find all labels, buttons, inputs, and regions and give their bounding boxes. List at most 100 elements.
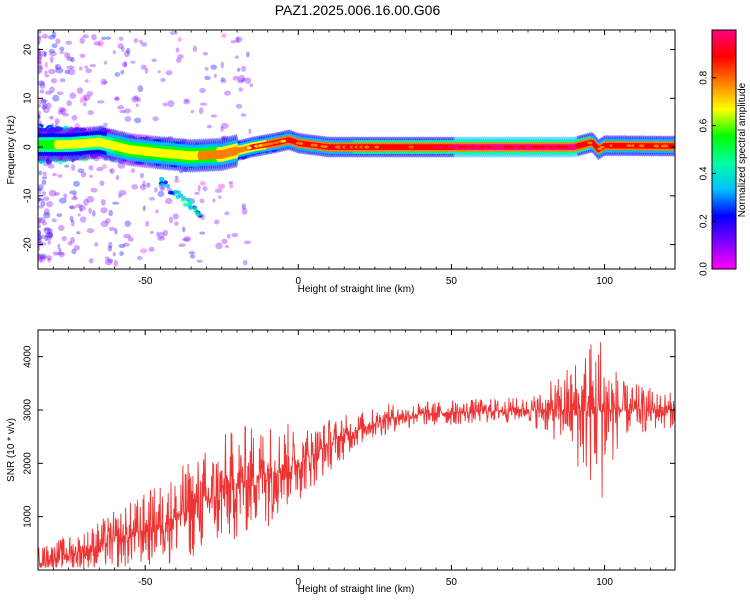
spectrogram-noise-blob xyxy=(55,67,64,74)
spectrogram-noise-blob xyxy=(199,231,206,235)
spectrogram-noise-blob xyxy=(133,117,142,124)
spectrogram-ridge-core xyxy=(535,145,541,149)
spectrogram-noise-blob xyxy=(43,51,47,58)
snr-x-tick-label: 0 xyxy=(296,577,302,588)
spectrogram-noise-blob xyxy=(38,205,44,209)
spectrogram-noise-blob xyxy=(105,218,111,224)
spectrogram-noise-blob xyxy=(210,114,218,118)
spectrogram-noise-blob xyxy=(157,236,166,241)
spectrogram-noise-blob xyxy=(212,198,216,203)
spectrogram-ridge-core xyxy=(611,144,617,148)
spectrogram-noise-blob xyxy=(123,60,127,68)
spectrogram-noise-blob xyxy=(149,230,154,235)
spectrogram-noise-blob xyxy=(114,228,118,235)
spectrogram-noise-blob xyxy=(42,102,48,109)
spectrogram-noise-blob xyxy=(199,102,208,106)
spectrogram-noise-blob xyxy=(41,104,47,110)
spectrogram-noise-blob xyxy=(64,51,68,58)
spectrogram-noise-blob xyxy=(173,178,180,183)
spectrogram-noise-blob xyxy=(108,241,113,249)
spectrogram-noise-blob xyxy=(215,242,223,250)
spectrogram-noise-blob xyxy=(220,77,226,82)
snr-x-tick-label: -50 xyxy=(138,577,153,588)
spectrogram-noise-blob xyxy=(162,229,168,237)
spectrogram-noise-blob xyxy=(202,185,208,192)
spectrogram-noise-blob xyxy=(48,34,56,40)
spectrogram-noise-blob xyxy=(69,215,74,222)
spectrogram-noise-blob xyxy=(38,170,43,176)
spectrogram-noise-blob xyxy=(104,256,110,260)
spectrogram-noise-blob xyxy=(88,165,94,171)
spectrogram-noise-blob xyxy=(192,45,198,53)
spectrogram-noise-blob xyxy=(51,31,57,38)
spectrogram-noise-blob xyxy=(43,208,50,216)
spectrogram-noise-blob xyxy=(179,170,184,174)
spectrogram-noise-blob xyxy=(59,78,66,83)
spectrogram-noise-blob xyxy=(38,114,41,119)
spectrogram-noise-blob xyxy=(237,79,245,84)
spectrogram-noise-blob xyxy=(48,231,54,239)
spectrogram-noise-blob xyxy=(85,68,93,74)
spectrogram-noise-blob xyxy=(38,36,42,43)
spectrogram-noise-blob xyxy=(50,78,58,84)
spectrogram-noise-blob xyxy=(57,243,61,249)
spectrogram-noise-blob xyxy=(122,242,131,247)
spectrogram-noise-blob xyxy=(229,183,233,189)
spectrogram-noise-blob xyxy=(100,78,107,86)
spectrogram-noise-blob xyxy=(159,186,165,192)
spectrogram-noise-blob xyxy=(243,240,252,245)
spectrogram-noise-blob xyxy=(220,61,225,69)
spectrogram-noise-blob xyxy=(103,122,108,127)
spectrogram-noise-blob xyxy=(67,241,73,246)
colorbar-tick-label: 0.8 xyxy=(699,70,710,84)
spectrogram-ridge-core xyxy=(408,145,414,149)
spectrogram-noise-blob xyxy=(175,57,182,63)
spectrogram-noise-blob xyxy=(70,219,75,227)
spectrogram-noise-blob xyxy=(38,34,42,40)
spectrogram-x-tick-label: 100 xyxy=(596,276,613,287)
spectrogram-ridge-core xyxy=(298,142,304,145)
spectrogram-ridge-core xyxy=(281,139,287,143)
spectrogram-noise-blob xyxy=(181,226,186,233)
spectrogram-ridge-core xyxy=(508,145,514,149)
spectrogram-noise-blob xyxy=(130,168,136,173)
spectrogram-noise-blob xyxy=(237,75,246,82)
spectrogram-ridge-core xyxy=(344,145,350,149)
spectrogram-ridge-core xyxy=(364,145,370,149)
spectrogram-noise-blob xyxy=(45,232,53,239)
spectrogram-noise-blob xyxy=(49,51,57,57)
spectrogram-noise-blob xyxy=(100,207,108,214)
spectrogram-noise-blob xyxy=(104,258,113,266)
spectrogram-noise-blob xyxy=(221,33,227,38)
spectrogram-noise-blob xyxy=(39,257,43,264)
spectrogram-y-tick-label: 20 xyxy=(23,44,34,56)
spectrogram-noise-blob xyxy=(197,185,201,192)
spectrogram-noise-blob xyxy=(80,216,87,223)
spectrogram-noise-blob xyxy=(38,196,41,204)
spectrogram-noise-blob xyxy=(114,96,120,101)
spectrogram-noise-blob xyxy=(38,56,42,63)
colorbar-tick-label: 0.0 xyxy=(699,262,710,276)
spectrogram-noise-blob xyxy=(84,65,89,69)
spectrogram-ridge-core xyxy=(312,143,318,147)
spectrogram-noise-blob xyxy=(38,224,42,229)
spectrogram-noise-blob xyxy=(82,94,87,100)
spectrogram-noise-blob xyxy=(63,193,68,199)
spectrogram-ridge-core xyxy=(469,145,475,149)
spectrogram-noise-blob xyxy=(43,227,51,231)
spectrogram-noise-blob xyxy=(69,190,77,195)
spectrogram-noise-blob xyxy=(44,70,48,75)
spectrogram-noise-blob xyxy=(118,243,126,249)
spectrogram-noise-blob xyxy=(58,251,65,258)
spectrogram-blob xyxy=(165,184,171,189)
spectrogram-noise-blob xyxy=(133,95,139,101)
spectrogram-noise-blob xyxy=(70,236,76,244)
spectrogram-noise-blob xyxy=(83,198,89,206)
spectrogram-noise-blob xyxy=(52,172,58,177)
spectrogram-ridge-core xyxy=(462,145,468,149)
spectrogram-noise-blob xyxy=(94,241,99,247)
spectrogram-noise-blob xyxy=(121,61,128,68)
spectrogram-noise-blob xyxy=(175,47,180,53)
spectrogram-noise-blob xyxy=(86,228,95,234)
spectrogram-noise-blob xyxy=(113,96,120,101)
